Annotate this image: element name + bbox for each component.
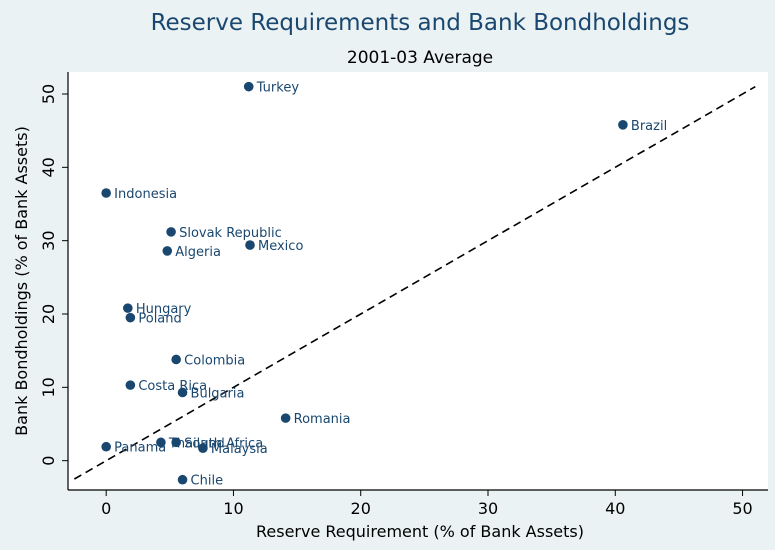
y-tick-label: 0: [39, 456, 58, 466]
data-points: Turkey Brazil Indonesia Slovak RepublicMexi…: [101, 81, 667, 489]
data-point: [618, 120, 628, 130]
axis-ticks: 0 10 20 30 40 50 0 10 20 30 40 50: [39, 84, 753, 518]
data-point: [198, 443, 208, 454]
chart-title: Reserve Requirements and Bank Bondholdin…: [151, 10, 690, 36]
data-point-label: Algeria: [175, 245, 221, 260]
y-tick-label: 20: [39, 304, 58, 324]
data-point-label: Chile: [191, 474, 224, 489]
x-axis-label: Reserve Requirement (% of Bank Assets): [256, 522, 584, 541]
x-tick-label: 40: [605, 499, 625, 518]
data-point: [123, 303, 133, 313]
data-point: [162, 246, 173, 256]
data-point: [166, 227, 176, 237]
data-point: [101, 441, 111, 452]
data-point: [125, 380, 136, 390]
x-tick-label: 50: [732, 499, 752, 518]
reference-line-group: [73, 85, 756, 480]
x-tick-label: 10: [223, 499, 243, 518]
y-axis-label: Bank Bondholdings (% of Bank Assets): [12, 126, 31, 436]
y-tick-label: 40: [39, 157, 58, 177]
data-point-label: Turkey: [256, 81, 300, 96]
data-point: [156, 437, 166, 448]
data-point: [243, 81, 254, 92]
data-point-label: Romania: [294, 412, 351, 427]
data-point: [177, 474, 188, 485]
reference-line: [73, 85, 756, 480]
data-point-label: Panama: [114, 441, 166, 456]
data-point: [171, 354, 181, 365]
x-tick-label: 30: [478, 499, 498, 518]
data-point-label: Mexico: [258, 239, 303, 254]
data-point-label: Indonesia: [114, 187, 177, 202]
data-point-label: Malaysia: [211, 442, 268, 457]
data-point-label: Poland: [138, 312, 181, 327]
data-point: [101, 188, 111, 198]
data-point: [280, 413, 291, 423]
data-point-label: Colombia: [184, 353, 245, 368]
chart-subtitle: 2001-03 Average: [347, 48, 493, 68]
data-point-label: Hungary: [136, 302, 192, 317]
data-point: [177, 387, 188, 398]
y-tick-label: 50: [39, 84, 58, 104]
data-point-label: Slovak Republic: [179, 226, 282, 241]
x-tick-label: 0: [101, 499, 111, 518]
data-point-label: Thailand: [168, 436, 225, 451]
y-tick-label: 10: [39, 377, 58, 397]
data-point: [171, 437, 181, 448]
data-point-label: Brazil: [631, 119, 667, 134]
y-tick-label: 30: [39, 230, 58, 250]
data-point-label: Bulgaria: [191, 386, 245, 401]
data-point: [125, 312, 136, 323]
x-tick-label: 20: [351, 499, 371, 518]
data-point-label: Costa Rica: [138, 379, 207, 394]
data-point: [245, 240, 255, 250]
